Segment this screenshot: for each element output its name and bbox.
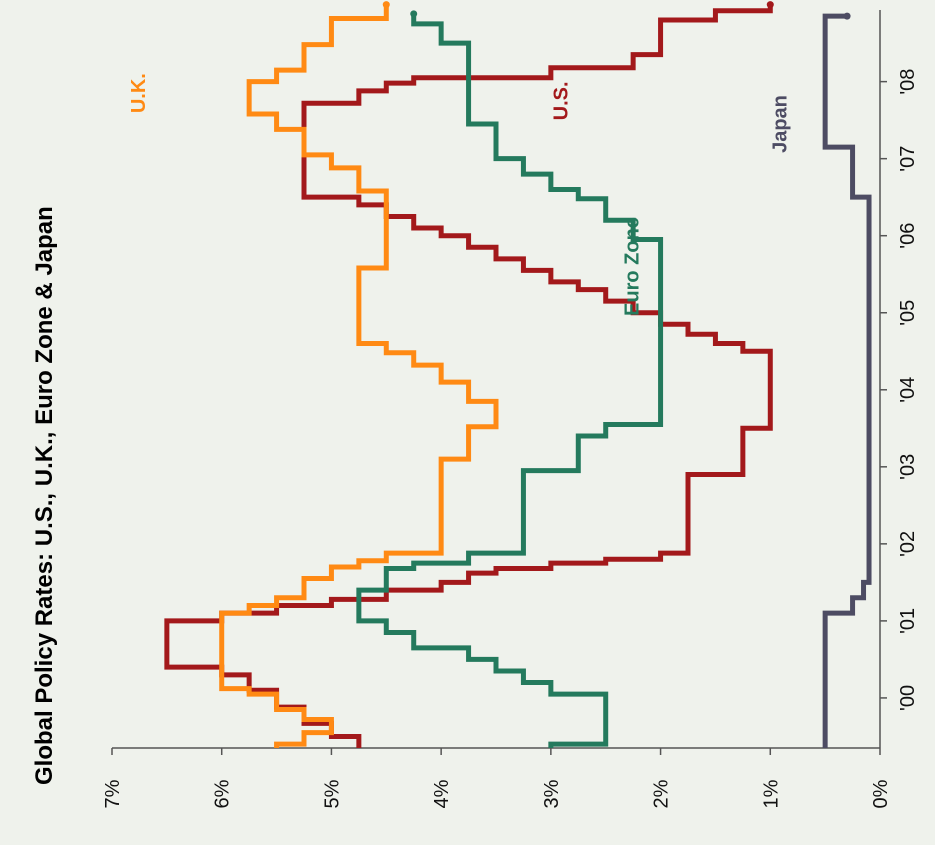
value-tick-label: 0% — [870, 779, 892, 808]
year-tick-label: '05 — [897, 300, 919, 326]
series-end-dot — [766, 1, 774, 9]
series-end-dot — [382, 1, 390, 9]
year-tick-label: '04 — [897, 377, 919, 403]
series-line-u-k — [219, 4, 499, 748]
series-line-euro-zone — [356, 13, 664, 748]
series-end-dot — [843, 12, 851, 20]
series-label-euro-zone: Euro Zone — [622, 217, 644, 316]
series-lines — [164, 1, 872, 748]
year-tick-label: '01 — [897, 608, 919, 634]
chart-title: Global Policy Rates: U.S., U.K., Euro Zo… — [31, 206, 58, 785]
year-tick-label: '06 — [897, 223, 919, 249]
year-tick-label: '02 — [897, 531, 919, 557]
value-tick-label: 4% — [431, 779, 453, 808]
value-tick-label: 3% — [541, 779, 563, 808]
value-tick-label: 2% — [651, 779, 673, 808]
series-label-u-s: U.S. — [550, 81, 572, 120]
axis-ticks: 0% 1% 2% 3% 4% 5% 6% 7% '00 '01 '02 '03 '04 '05 '06 '07… — [102, 69, 919, 809]
value-tick-label: 1% — [760, 779, 782, 808]
value-tick-label: 5% — [321, 779, 343, 808]
series-end-dot — [410, 10, 418, 18]
year-tick-label: '03 — [897, 454, 919, 480]
year-tick-label: '08 — [897, 69, 919, 95]
year-tick-label: '07 — [897, 146, 919, 172]
value-tick-label: 6% — [212, 779, 234, 808]
series-label-japan: Japan — [770, 95, 792, 153]
series-labels: U.S. U.K. Euro Zone Japan — [128, 73, 792, 316]
year-tick-label: '00 — [897, 685, 919, 711]
series-line-japan — [822, 13, 872, 748]
series-label-u-k: U.K. — [128, 73, 150, 113]
value-tick-label: 7% — [102, 779, 124, 808]
